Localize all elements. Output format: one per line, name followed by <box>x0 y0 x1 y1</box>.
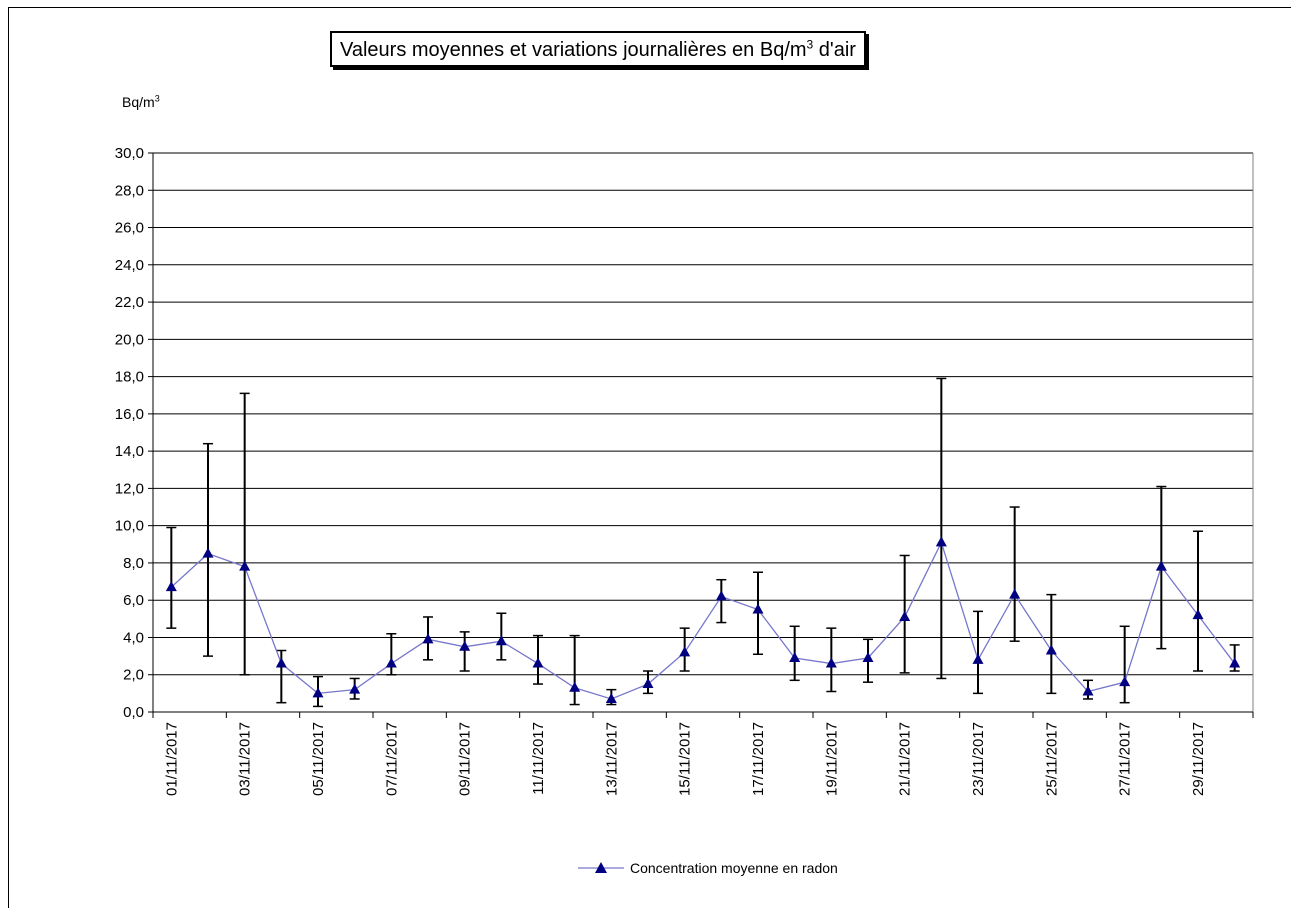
y-tick-label: 18,0 <box>115 369 144 386</box>
x-tick-label: 21/11/2017 <box>897 722 914 796</box>
data-point-marker <box>899 610 911 621</box>
data-point-marker <box>459 640 471 651</box>
data-point-marker <box>972 653 984 664</box>
x-tick-label: 07/11/2017 <box>383 722 400 796</box>
data-point-marker <box>715 590 727 601</box>
data-point-marker <box>349 683 361 694</box>
y-tick-label: 22,0 <box>115 294 144 311</box>
data-point-marker <box>642 678 654 689</box>
data-point-marker <box>1045 644 1057 655</box>
data-point-marker <box>422 633 434 644</box>
x-tick-label: 15/11/2017 <box>677 722 694 796</box>
data-point-marker <box>385 657 397 668</box>
x-tick-label: 03/11/2017 <box>237 722 254 796</box>
data-point-marker <box>1082 685 1094 696</box>
y-tick-label: 16,0 <box>115 406 144 423</box>
legend-marker-icon <box>578 862 624 873</box>
legend: Concentration moyenne en radon <box>578 858 838 878</box>
x-tick-label: 25/11/2017 <box>1043 722 1060 796</box>
data-point-marker <box>935 536 947 547</box>
data-point-marker <box>1009 588 1021 599</box>
data-point-marker <box>532 657 544 668</box>
data-point-marker <box>275 657 287 668</box>
data-point-marker <box>1192 609 1204 620</box>
chart-title: Valeurs moyennes et variations journaliè… <box>330 31 866 67</box>
legend-label: Concentration moyenne en radon <box>630 860 838 876</box>
y-tick-label: 24,0 <box>115 257 144 274</box>
data-point-marker <box>1229 657 1241 668</box>
data-point-marker <box>239 560 251 571</box>
x-tick-label: 13/11/2017 <box>603 722 620 796</box>
data-point-marker <box>1155 560 1167 571</box>
x-tick-label: 19/11/2017 <box>823 722 840 796</box>
y-tick-label: 14,0 <box>115 443 144 460</box>
y-tick-label: 4,0 <box>123 629 144 646</box>
data-point-marker <box>752 603 764 614</box>
data-point-marker <box>605 692 617 703</box>
y-tick-label: 12,0 <box>115 480 144 497</box>
series-line <box>170 540 1236 700</box>
data-point-marker <box>165 581 177 592</box>
y-tick-label: 20,0 <box>115 331 144 348</box>
x-tick-label: 05/11/2017 <box>310 722 327 796</box>
x-tick-label: 11/11/2017 <box>530 722 547 795</box>
y-tick-label: 0,0 <box>123 704 144 721</box>
chart-frame <box>8 7 1291 908</box>
data-point-marker <box>569 681 581 692</box>
y-tick-label: 26,0 <box>115 220 144 237</box>
data-point-marker <box>789 651 801 662</box>
y-tick-label: 30,0 <box>115 145 144 162</box>
x-tick-label: 23/11/2017 <box>970 722 987 796</box>
y-tick-label: 2,0 <box>123 667 144 684</box>
data-point-marker <box>495 635 507 646</box>
x-tick-label: 01/11/2017 <box>163 722 180 796</box>
y-axis-unit: Bq/m3 <box>122 93 160 110</box>
y-tick-label: 6,0 <box>123 592 144 609</box>
y-tick-label: 28,0 <box>115 182 144 199</box>
x-tick-label: 29/11/2017 <box>1190 722 1207 796</box>
data-point-marker <box>202 547 214 558</box>
data-point-marker <box>825 657 837 668</box>
data-point-marker <box>679 646 691 657</box>
x-tick-label: 09/11/2017 <box>457 722 474 796</box>
y-tick-label: 8,0 <box>123 555 144 572</box>
data-point-marker <box>1119 676 1131 687</box>
x-tick-label: 17/11/2017 <box>750 722 767 796</box>
y-tick-label: 10,0 <box>115 518 144 535</box>
data-point-marker <box>312 687 324 698</box>
x-tick-label: 27/11/2017 <box>1117 722 1134 796</box>
data-point-marker <box>862 651 874 662</box>
